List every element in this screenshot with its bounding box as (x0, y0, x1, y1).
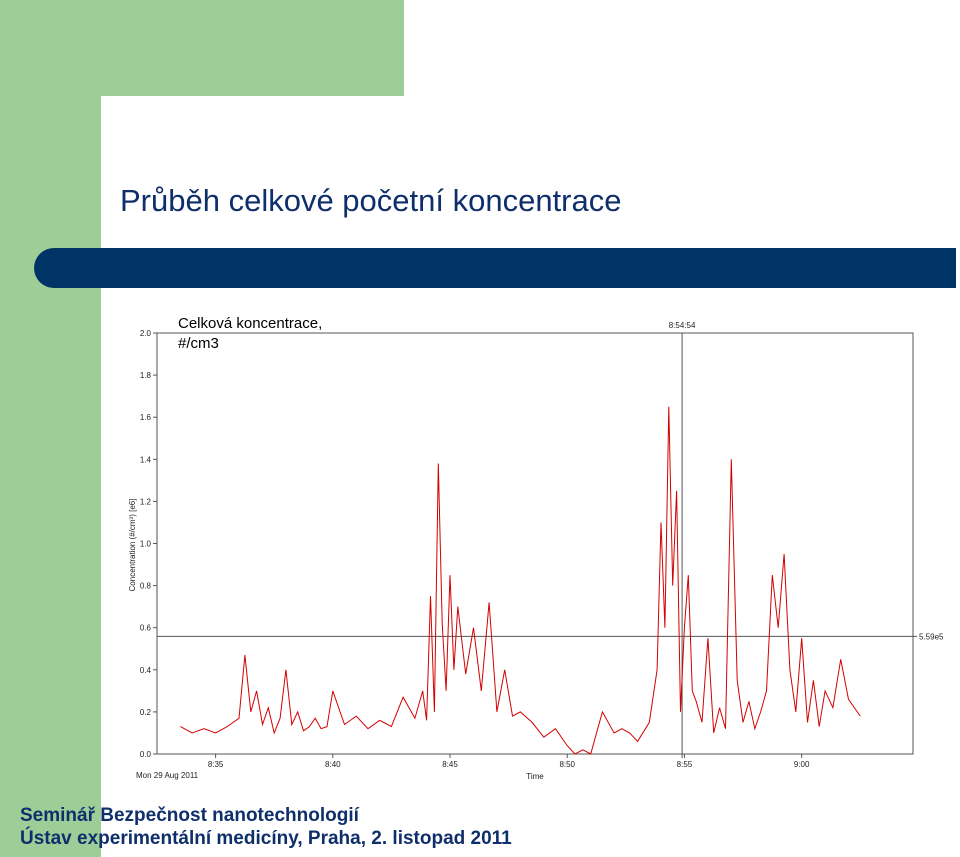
y-tick-label: 0.8 (140, 582, 152, 591)
series-line (180, 406, 861, 755)
y-tick-label: 2.0 (140, 329, 152, 338)
cursor-time-label: 8:54:54 (669, 321, 696, 330)
y-tick-label: 1.2 (140, 497, 152, 506)
chart-title-line2: #/cm3 (178, 335, 219, 352)
green-side-band (0, 0, 101, 857)
y-tick-label: 0.0 (140, 750, 152, 759)
chart-title-line1: Celková koncentrace, (178, 315, 322, 332)
title-underline-bar (34, 248, 956, 288)
threshold-label: 5.59e5 (919, 632, 944, 641)
y-tick-label: 0.4 (140, 666, 152, 675)
footer-seminar: Seminář Bezpečnost nanotechnologií (20, 805, 359, 826)
y-tick-label: 0.2 (140, 708, 152, 717)
x-tick-label: 8:45 (442, 760, 458, 769)
y-axis: 0.0 0.2 0.4 0.6 0.8 1.0 1.2 1.4 1.6 1.8 2.0 (140, 329, 157, 759)
y-tick-label: 1.6 (140, 413, 152, 422)
x-tick-label: 8:55 (677, 760, 693, 769)
x-tick-label: 8:40 (325, 760, 341, 769)
date-label: Mon 29 Aug 2011 (136, 771, 199, 780)
x-axis: 8:35 8:40 8:45 8:50 8:55 9:00 (208, 754, 810, 769)
y-tick-label: 0.6 (140, 624, 152, 633)
x-axis-label: Time (526, 772, 544, 781)
x-tick-label: 9:00 (794, 760, 810, 769)
plot-area (156, 332, 914, 755)
x-tick-label: 8:35 (208, 760, 224, 769)
y-axis-label: Concentration (#/cm³) [e6] (128, 499, 137, 592)
footer-institute: Ústav experimentální medicíny, Praha, 2.… (20, 828, 512, 849)
x-tick-label: 8:50 (559, 760, 575, 769)
slide-title: Průběh celkové početní koncentrace (120, 183, 622, 218)
y-tick-label: 1.0 (140, 540, 152, 549)
y-tick-label: 1.8 (140, 371, 152, 380)
y-tick-label: 1.4 (140, 455, 152, 464)
